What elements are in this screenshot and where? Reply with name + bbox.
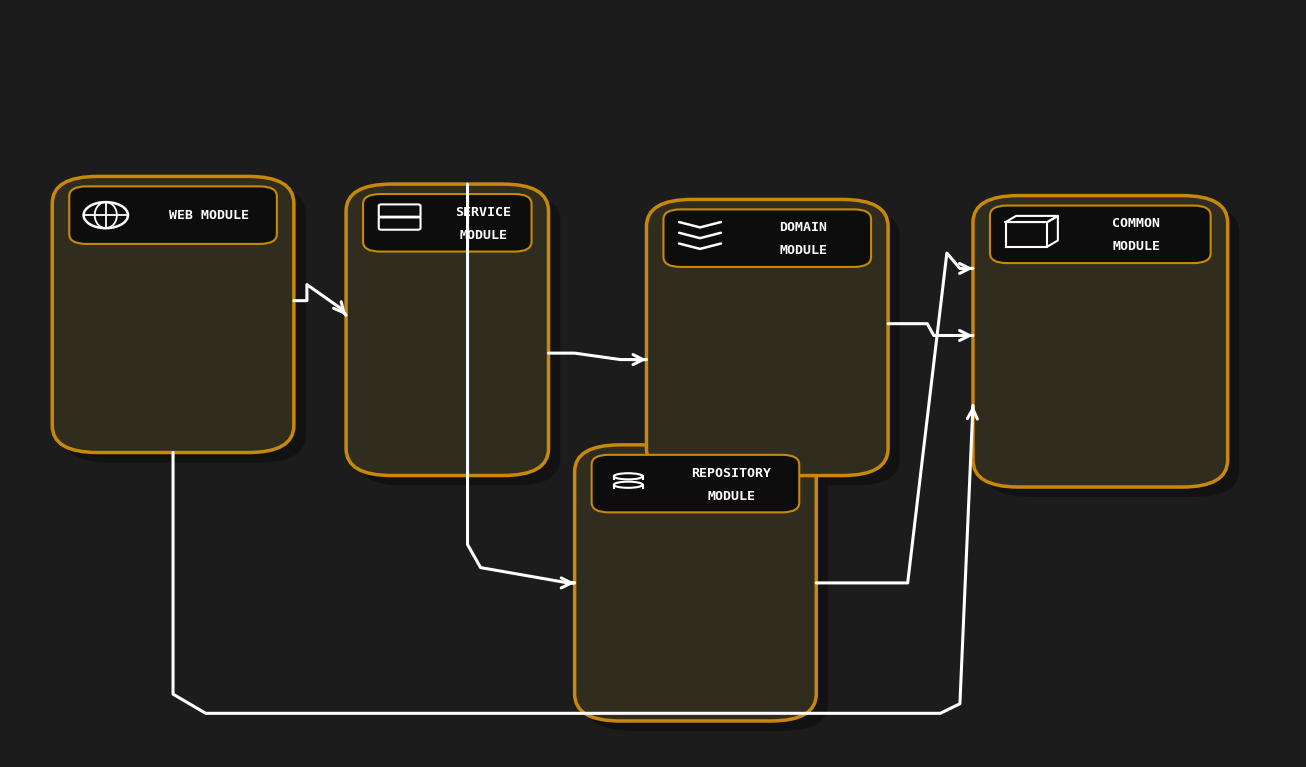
FancyBboxPatch shape [64, 186, 306, 463]
Text: MODULE: MODULE [780, 245, 827, 257]
Text: COMMON: COMMON [1113, 218, 1160, 230]
FancyBboxPatch shape [586, 455, 828, 731]
Text: SERVICE: SERVICE [456, 206, 511, 219]
FancyBboxPatch shape [363, 194, 532, 252]
FancyBboxPatch shape [990, 206, 1211, 263]
Text: MODULE: MODULE [1113, 241, 1160, 253]
FancyBboxPatch shape [658, 209, 900, 486]
FancyBboxPatch shape [69, 186, 277, 244]
Text: REPOSITORY: REPOSITORY [691, 467, 772, 479]
FancyBboxPatch shape [575, 445, 816, 721]
Text: WEB MODULE: WEB MODULE [168, 209, 249, 222]
FancyBboxPatch shape [592, 455, 799, 512]
FancyBboxPatch shape [346, 184, 549, 476]
Text: MODULE: MODULE [708, 490, 755, 502]
FancyBboxPatch shape [973, 196, 1228, 487]
FancyBboxPatch shape [663, 209, 871, 267]
Text: DOMAIN: DOMAIN [780, 222, 827, 234]
FancyBboxPatch shape [52, 176, 294, 453]
Text: MODULE: MODULE [460, 229, 507, 242]
FancyBboxPatch shape [985, 206, 1239, 497]
FancyBboxPatch shape [646, 199, 888, 476]
FancyBboxPatch shape [358, 194, 560, 486]
